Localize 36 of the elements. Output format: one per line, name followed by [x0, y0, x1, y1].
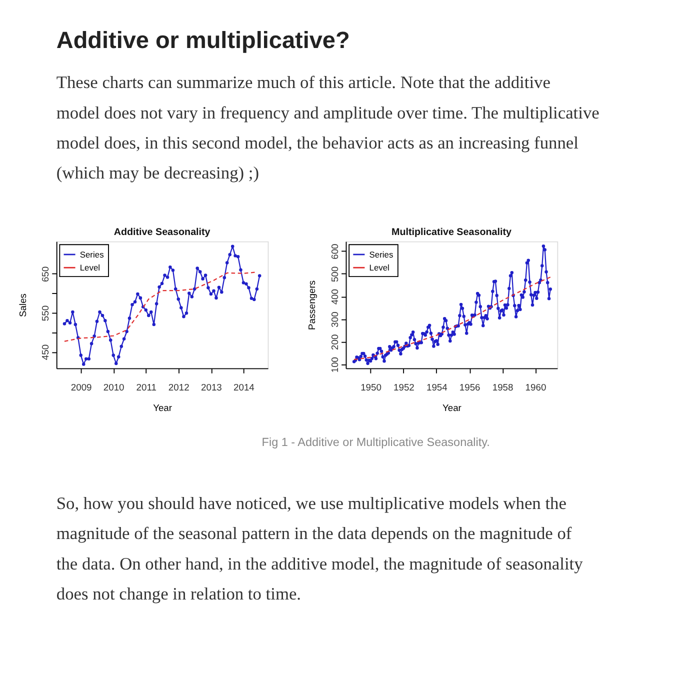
y-tick-label: 650	[39, 266, 50, 282]
chart-title: Multiplicative Seasonality	[391, 227, 512, 238]
y-axis-title: Passengers	[306, 280, 318, 330]
x-tick-label: 1958	[492, 381, 514, 392]
y-tick-label: 450	[39, 344, 50, 360]
y-axis-title: Sales	[16, 293, 28, 317]
x-tick-label: 1956	[459, 381, 480, 392]
x-tick-label: 1950	[360, 381, 382, 392]
text: So, how you should have noticed, we use multiplicative models when the magnitude of the seasonal pattern in the data depends on the magnitude of the data. On other hand, in the additive model, the magnitude of seasonality does not change in relation to time.	[56, 494, 584, 604]
x-tick-label: 1954	[426, 381, 448, 392]
x-tick-label: 2011	[136, 381, 156, 392]
y-tick-label: 600	[328, 244, 340, 260]
y-tick-label: 500	[328, 266, 340, 282]
legend-label: Level	[369, 262, 390, 272]
text: Additive or multiplicative?	[56, 26, 350, 53]
x-axis-title: Year	[442, 402, 462, 413]
x-tick-label: 1952	[394, 381, 414, 392]
x-tick-label: 2012	[168, 381, 190, 392]
x-axis-title: Year	[153, 402, 172, 413]
x-tick-label: 2014	[234, 381, 254, 392]
caption: Fig 1 - Additive or Multiplicative Seasonality.	[262, 436, 490, 450]
y-tick-label: 200	[328, 334, 340, 350]
text: These charts can summarize much of this article. Note that the additive model does not vary in frequency and amplitude over time. The multiplicative model does, in this second model, the behavior acts as an increasing funnel (which may be decreasing) ;)	[56, 73, 600, 182]
x-tick-label: 2010	[103, 381, 124, 392]
y-tick-label: 100	[328, 356, 340, 373]
x-tick-label: 2009	[70, 381, 92, 392]
x-tick-label: 2013	[201, 381, 222, 392]
legend-label: Level	[80, 262, 100, 272]
chart-title: Additive Seasonality	[114, 227, 211, 238]
y-tick-label: 300	[328, 312, 340, 328]
legend-label: Series	[369, 249, 394, 260]
x-tick-label: 1960	[525, 381, 546, 392]
y-tick-label: 400	[328, 289, 340, 305]
y-tick-label: 550	[39, 305, 50, 322]
legend-label: Series	[80, 249, 104, 260]
line-series	[64, 272, 258, 342]
